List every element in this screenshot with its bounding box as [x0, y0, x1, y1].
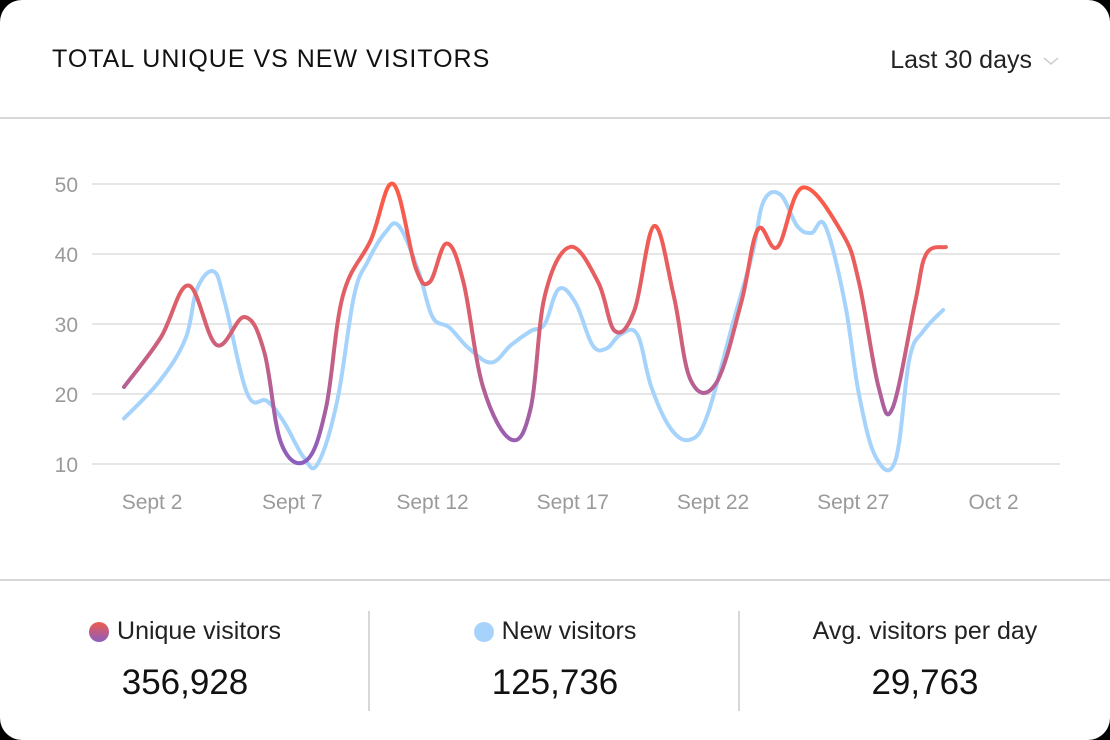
stat-value: 356,928	[121, 663, 249, 702]
svg-text:Sept 2: Sept 2	[122, 491, 183, 514]
svg-text:40: 40	[55, 244, 78, 267]
svg-text:30: 30	[55, 314, 78, 337]
stat-label: Avg. visitors per day	[812, 617, 1038, 645]
new-legend-dot	[473, 621, 494, 642]
chevron-down-icon	[1043, 56, 1059, 65]
stats-footer: Unique visitors 356,928 New visitors 125…	[0, 579, 1110, 740]
svg-text:Sept 27: Sept 27	[817, 491, 889, 514]
stat-avg-per-day: Avg. visitors per day 29,763	[740, 581, 1110, 740]
divider	[738, 611, 740, 711]
date-range-label: Last 30 days	[890, 46, 1032, 74]
y-axis-ticks: 10 20 30 40 50	[55, 174, 78, 477]
stat-value: 29,763	[871, 663, 979, 702]
unique-legend-dot	[89, 621, 110, 642]
svg-text:Oct 2: Oct 2	[968, 491, 1018, 514]
chart-title: TOTAL UNIQUE VS NEW VISITORS	[52, 45, 491, 73]
stat-value: 125,736	[491, 663, 619, 702]
svg-text:10: 10	[55, 454, 78, 477]
stat-unique-visitors: Unique visitors 356,928	[0, 581, 370, 740]
date-range-dropdown[interactable]: Last 30 days	[890, 46, 1060, 75]
stat-label: Unique visitors	[117, 617, 281, 645]
new-visitors-line	[122, 189, 946, 473]
svg-text:Sept 22: Sept 22	[677, 491, 749, 514]
svg-text:50: 50	[55, 174, 78, 197]
svg-text:Sept 17: Sept 17	[537, 491, 609, 514]
stat-new-visitors: New visitors 125,736	[370, 581, 740, 740]
svg-text:Sept 12: Sept 12	[396, 491, 468, 514]
x-axis-ticks: Sept 2 Sept 7 Sept 12 Sept 17 Sept 22 Sept 27…	[122, 491, 1019, 514]
svg-text:20: 20	[55, 384, 78, 407]
divider	[368, 611, 370, 711]
svg-text:Sept 7: Sept 7	[262, 491, 323, 514]
unique-visitors-line	[122, 181, 948, 466]
card-header: TOTAL UNIQUE VS NEW VISITORS Last 30 day…	[0, 0, 1110, 119]
stat-label: New visitors	[501, 617, 637, 645]
